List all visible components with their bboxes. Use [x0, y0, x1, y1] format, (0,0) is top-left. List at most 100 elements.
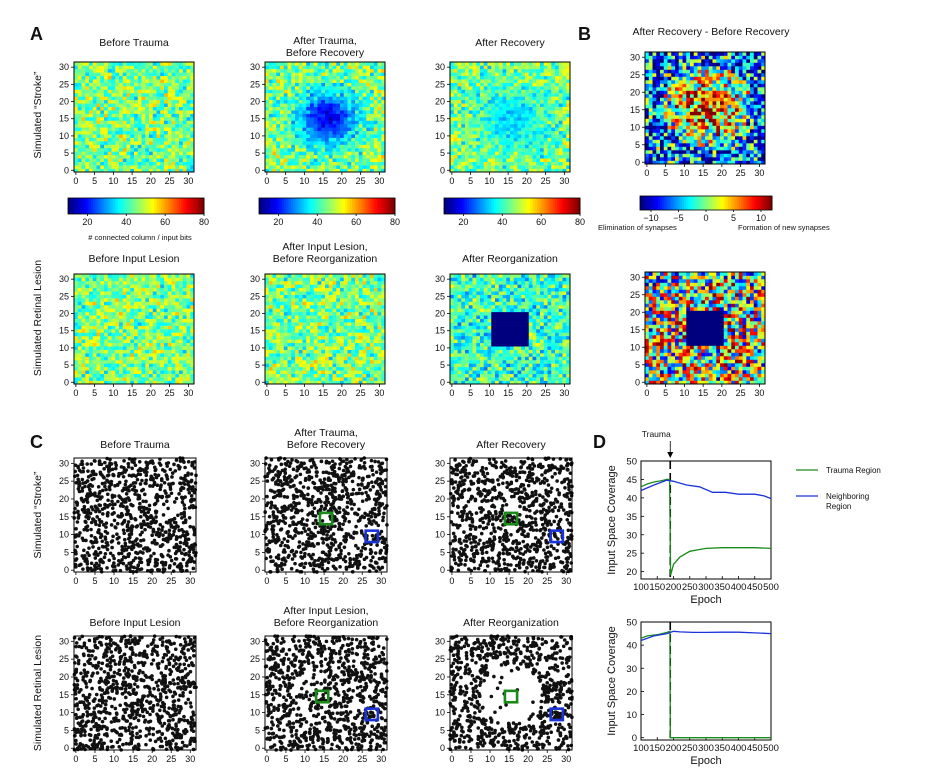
- heat-cell: [81, 342, 86, 347]
- heat-cell: [190, 103, 195, 107]
- heat-cell: [476, 144, 481, 149]
- heat-cell: [358, 274, 363, 278]
- heat-cell: [340, 315, 345, 319]
- heat-cell: [280, 318, 285, 323]
- heat-cell: [137, 291, 142, 295]
- heat-cell: [283, 82, 288, 87]
- heat-cell: [291, 68, 296, 73]
- heat-cell: [370, 75, 375, 80]
- heat-cell: [107, 92, 112, 97]
- heat-cell: [291, 322, 296, 326]
- heat-cell: [355, 380, 360, 385]
- heat-cell: [358, 287, 363, 292]
- heat-cell: [358, 110, 363, 114]
- heat-cell: [272, 86, 277, 90]
- heat-cell: [332, 96, 337, 101]
- heat-cell: [126, 356, 131, 361]
- heat-cell: [152, 113, 157, 118]
- heat-cell: [122, 110, 127, 114]
- heat-cell: [280, 284, 285, 289]
- heat-cell: [377, 335, 382, 340]
- heat-cell: [536, 151, 541, 156]
- heat-cell: [355, 318, 360, 323]
- heat-cell: [107, 86, 112, 90]
- heat-cell: [506, 120, 511, 125]
- heat-cell: [137, 308, 142, 313]
- heat-cell: [536, 154, 541, 159]
- heat-cell: [141, 329, 146, 333]
- heat-cell: [130, 342, 135, 347]
- heat-cell: [313, 123, 318, 128]
- heat-cell: [164, 130, 169, 135]
- heat-cell: [366, 75, 371, 80]
- heat-cell: [111, 168, 116, 173]
- colorbar-segment: [331, 198, 335, 214]
- heat-cell: [302, 82, 307, 87]
- heat-cell: [355, 144, 360, 149]
- heat-cell: [141, 373, 146, 378]
- colorbar-tick-label: 80: [199, 217, 209, 227]
- heat-cell: [179, 325, 184, 330]
- heat-cell: [465, 144, 470, 149]
- colorbar-segment: [104, 198, 107, 214]
- heat-cell: [517, 130, 522, 135]
- heat-cell: [171, 366, 176, 371]
- heat-cell: [96, 311, 101, 316]
- heat-cell: [298, 117, 303, 121]
- heat-cell: [502, 141, 507, 145]
- heat-cell: [291, 65, 296, 70]
- heat-cell: [343, 103, 348, 107]
- heat-cell: [487, 144, 492, 149]
- heat-cell: [313, 79, 318, 83]
- heat-cell: [96, 141, 101, 145]
- heat-cell: [332, 141, 337, 145]
- heat-cell: [265, 99, 270, 104]
- heat-cell: [373, 96, 378, 101]
- heat-cell: [74, 294, 79, 299]
- heat-cell: [355, 130, 360, 135]
- heat-cell: [306, 123, 311, 128]
- heat-cell: [351, 363, 356, 368]
- heat-cell: [81, 120, 86, 125]
- heat-cell: [532, 120, 537, 125]
- heat-cell: [351, 75, 356, 80]
- heat-cell: [175, 65, 180, 70]
- heat-cell: [89, 339, 94, 344]
- heat-cell: [351, 294, 356, 299]
- heat-cell: [171, 349, 176, 354]
- y-tick-label: 5: [255, 148, 260, 158]
- heat-cell: [265, 284, 270, 289]
- heat-cell: [351, 377, 356, 381]
- heat-cell: [480, 106, 485, 111]
- heat-cell: [343, 363, 348, 368]
- heat-cell: [190, 72, 195, 77]
- heat-cell: [190, 370, 195, 374]
- heat-cell: [377, 123, 382, 128]
- heat-cell: [77, 158, 82, 162]
- heat-cell: [167, 92, 172, 97]
- heat-cell: [85, 335, 90, 340]
- heat-cell: [321, 65, 326, 70]
- heat-cell: [268, 137, 273, 142]
- heat-cell: [370, 298, 375, 302]
- heat-cell: [77, 92, 82, 97]
- heat-cell: [302, 65, 307, 70]
- heat-cell: [164, 165, 169, 169]
- heat-cell: [164, 366, 169, 371]
- heat-cell: [332, 113, 337, 118]
- heat-cell: [291, 380, 296, 385]
- heat-cell: [313, 62, 318, 66]
- heat-cell: [272, 346, 277, 350]
- heat-cell: [381, 113, 386, 118]
- heat-cell: [100, 363, 105, 368]
- heat-cell: [77, 380, 82, 385]
- heat-cell: [336, 123, 341, 128]
- heat-cell: [336, 291, 341, 295]
- heat-cell: [355, 277, 360, 282]
- heat-cell: [77, 123, 82, 128]
- heat-cell: [171, 154, 176, 159]
- heat-cell: [377, 294, 382, 299]
- heat-cell: [171, 308, 176, 313]
- heat-cell: [306, 141, 311, 145]
- heat-cell: [366, 377, 371, 381]
